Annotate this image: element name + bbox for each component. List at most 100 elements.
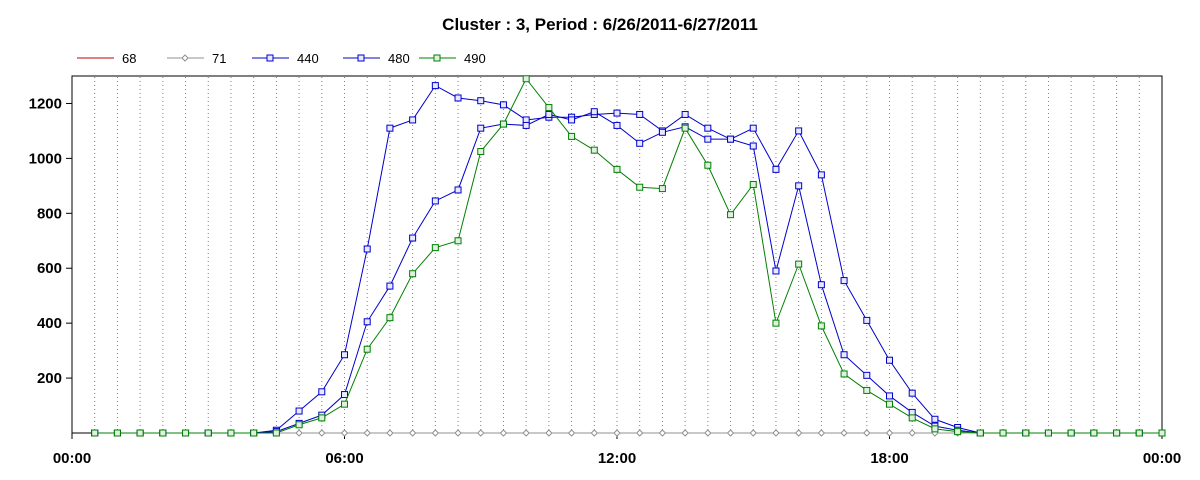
data-point [431,82,439,90]
data-point [250,429,258,437]
data-point [386,314,394,322]
data-point [545,104,553,112]
data-point [522,429,530,437]
data-point [1135,429,1143,437]
data-point [522,75,530,83]
data-point [795,127,803,135]
data-point [999,429,1007,437]
data-point [636,139,644,147]
legend-label: 71 [212,51,226,66]
data-point [795,182,803,190]
data-point [363,345,371,353]
data-point [795,260,803,268]
legend-label: 480 [388,51,410,66]
data-point [908,429,916,437]
legend: 68 71 440 480 490 [77,51,486,66]
data-point [295,407,303,415]
data-point [817,281,825,289]
data-point [1067,429,1075,437]
data-point [863,429,871,437]
data-point [590,429,598,437]
data-point [409,270,417,278]
data-point [499,101,507,109]
data-point [976,429,984,437]
y-tick-label: 200 [37,370,62,387]
data-point [772,267,780,275]
data-point [749,124,757,132]
data-point [341,400,348,408]
data-point [636,183,644,191]
data-point [704,135,712,143]
data-point [840,429,848,437]
legend-item-440: 440 [252,51,319,66]
data-point [704,124,712,132]
x-tick-label: 12:00 [598,450,636,467]
y-tick-label: 1000 [29,150,62,167]
data-point [1022,429,1030,437]
y-tick-label: 1200 [29,95,62,112]
data-point [454,94,462,102]
data-point [113,429,121,437]
legend-marker [433,54,441,62]
data-point [477,97,485,105]
data-point [886,392,893,400]
data-point [840,370,848,378]
data-point [454,237,462,245]
data-point [295,429,303,437]
x-tick-label: 18:00 [870,450,908,467]
x-tick-label: 00:00 [53,450,91,467]
data-point [1158,429,1166,437]
data-point [454,186,462,194]
data-point [840,351,848,359]
data-point [908,389,916,397]
data-point [772,165,780,173]
data-point [636,110,644,118]
data-point [409,116,417,124]
data-point [886,400,893,408]
data-point [794,429,803,437]
data-point [704,161,712,169]
data-point [726,429,735,437]
data-point [386,429,394,437]
data-point [522,121,530,129]
data-point [272,429,280,437]
data-point [409,234,417,242]
data-point [431,429,440,437]
chart-title: Cluster : 3, Period : 6/26/2011-6/27/201… [442,15,758,34]
data-point [817,322,825,330]
data-point [341,351,348,359]
data-point [363,318,371,326]
data-point [431,244,439,252]
legend-item-71: 71 [167,51,226,66]
data-point [590,108,598,116]
data-point [658,185,666,193]
data-point [908,414,916,422]
data-point [386,124,394,132]
data-point [567,429,576,437]
data-point [658,128,666,136]
data-point [885,429,894,437]
data-point [704,429,712,437]
data-point [772,429,780,437]
legend-marker [357,54,365,62]
data-point [204,429,212,437]
data-point [318,429,326,437]
data-point [749,142,757,150]
data-point [477,429,485,437]
data-point [863,371,871,379]
data-point [749,429,757,437]
data-point [931,425,939,433]
data-point [954,428,962,436]
data-point [613,109,621,117]
data-point [658,429,667,437]
series-line [94,77,1162,434]
data-point [408,429,417,437]
data-point [817,171,825,179]
data-point [477,148,485,156]
data-point [681,429,689,437]
data-point [931,415,939,423]
legend-label: 490 [464,51,486,66]
data-point [91,429,99,437]
data-point [613,429,621,437]
